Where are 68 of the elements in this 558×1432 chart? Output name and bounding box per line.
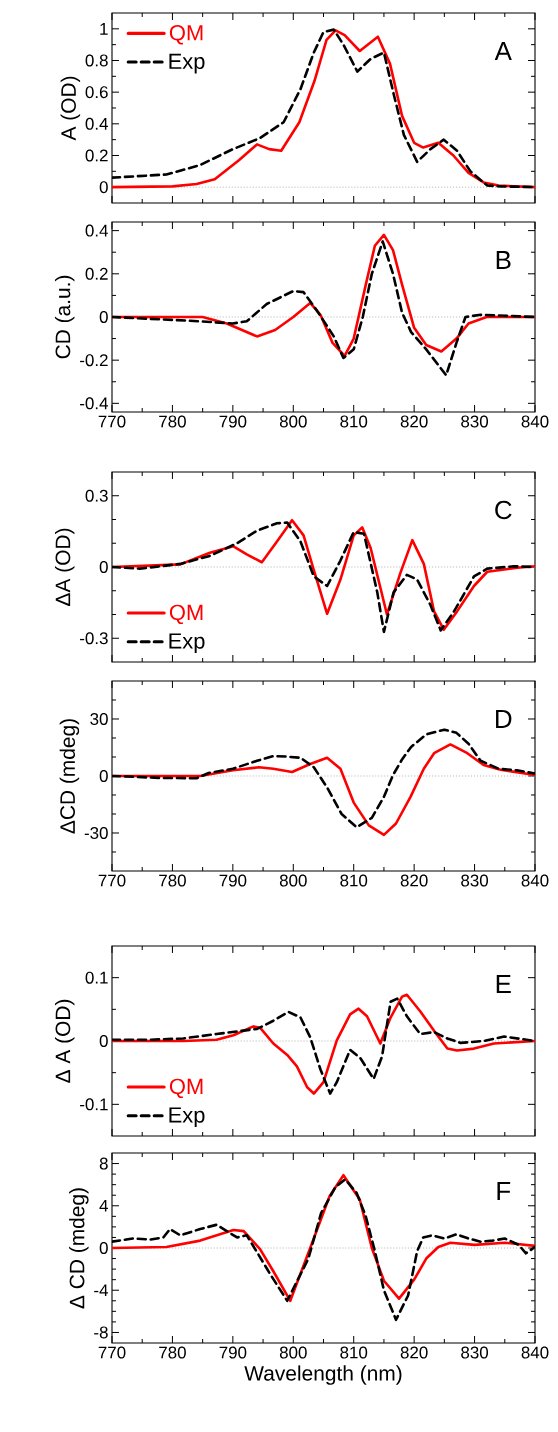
x-tick-label: 770 (98, 1346, 126, 1359)
x-tick-label: 780 (159, 1346, 186, 1359)
x-tick-label: 840 (521, 415, 549, 428)
legend-label: Exp (169, 1107, 205, 1128)
y-tick-label: 30 (90, 713, 108, 725)
annotation: F (497, 1182, 511, 1200)
y-tick-label: 4 (99, 1199, 108, 1212)
x-tick-label: 780 (159, 415, 186, 428)
y-tick-label: 0.6 (85, 86, 108, 99)
x-tick-label: 790 (219, 1346, 247, 1359)
annotation: A (494, 42, 512, 60)
y-tick-label: 8 (99, 1157, 108, 1170)
y-tick-label: -4 (94, 1284, 108, 1297)
x-tick-label: 810 (340, 415, 368, 428)
y-tick-label: 1 (100, 22, 108, 35)
x-tick-label: 830 (461, 415, 489, 428)
x-tick-label: 800 (279, 1346, 307, 1359)
y-axis-title: A (OD) (60, 76, 81, 141)
x-tick-label: 790 (219, 415, 247, 428)
annotation: D (496, 710, 512, 728)
x-tick-label: 800 (279, 415, 307, 428)
x-tick-label: 810 (340, 874, 368, 887)
x-tick-label: 800 (279, 874, 307, 887)
y-tick-label: 0 (99, 770, 108, 782)
x-tick-label: 820 (400, 1346, 428, 1359)
x-tick-label: 790 (219, 874, 247, 887)
legend-label: QM (169, 24, 203, 45)
x-tick-label: 830 (461, 874, 489, 887)
x-tick-label: 840 (521, 1346, 549, 1359)
y-tick-label: -0.3 (80, 632, 108, 645)
annotation: C (495, 500, 512, 520)
x-tick-label: 820 (400, 415, 428, 428)
y-tick-label: 0.2 (85, 149, 108, 162)
y-axis-title: ΔA (OD) (54, 528, 75, 606)
y-tick-label: 0 (99, 560, 108, 573)
y-tick-label: 0 (99, 1242, 108, 1255)
y-tick-label: 0 (99, 310, 108, 323)
y-tick-label: 0.4 (85, 224, 108, 237)
y-tick-label: -0.4 (80, 397, 108, 410)
annotation: E (496, 975, 511, 993)
x-axis-title: Wavelength (nm) (244, 1365, 402, 1385)
y-tick-label: -8 (94, 1326, 108, 1339)
x-tick-label: 780 (159, 874, 186, 887)
x-tick-label: 840 (521, 874, 549, 887)
y-tick-label: 0.1 (85, 971, 108, 984)
y-tick-label: -30 (84, 827, 108, 839)
x-tick-label: 830 (461, 1346, 489, 1359)
y-tick-label: 0 (99, 181, 108, 194)
y-tick-label: 0.3 (85, 489, 108, 502)
y-axis-title: ΔCD (mdeg) (59, 719, 80, 834)
x-tick-label: 770 (98, 415, 126, 428)
legend-label: QM (169, 604, 203, 625)
y-axis-title: Δ CD (mdeg) (69, 1188, 89, 1309)
legend-label: Exp (169, 53, 205, 74)
x-tick-label: 820 (400, 874, 428, 887)
annotation: B (496, 251, 511, 269)
y-tick-label: 0.8 (85, 54, 108, 67)
y-tick-label: -0.2 (80, 354, 108, 367)
legend-label: QM (169, 1078, 203, 1099)
x-tick-label: 770 (98, 874, 126, 887)
legend-label: Exp (169, 633, 205, 654)
y-axis-title: CD (a.u.) (54, 275, 75, 359)
y-tick-label: -0.1 (80, 1098, 108, 1111)
y-axis-title: Δ A (OD) (54, 999, 75, 1083)
y-tick-label: 0.4 (85, 117, 108, 130)
y-tick-label: 0 (99, 1035, 108, 1047)
x-tick-label: 810 (340, 1346, 368, 1359)
y-tick-label: 0.2 (85, 267, 108, 280)
